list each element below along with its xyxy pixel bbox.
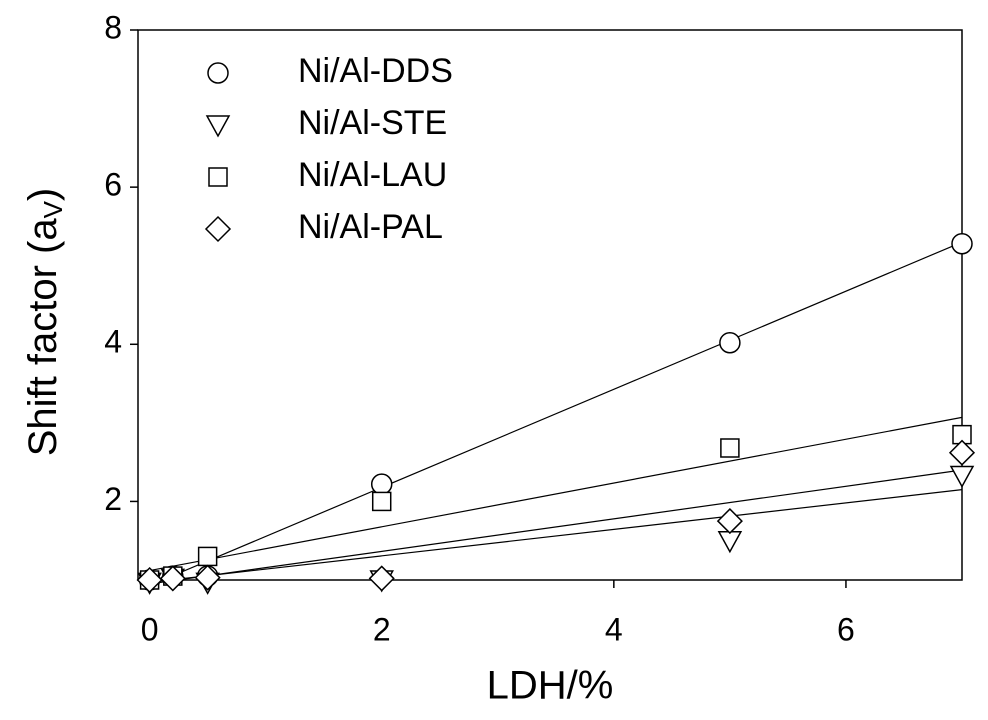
marker-triangle <box>205 115 231 138</box>
marker-diamond <box>716 508 743 535</box>
x-tick-label: 6 <box>837 611 855 647</box>
y-axis-label: Shift factor (aV) <box>21 188 68 457</box>
y-tick-label: 2 <box>104 481 122 517</box>
marker-triangle <box>717 530 743 554</box>
marker-circle <box>951 232 973 255</box>
y-tick-label: 8 <box>104 9 122 45</box>
marker-diamond <box>194 564 221 591</box>
fit-line <box>149 489 963 583</box>
x-tick-label: 4 <box>605 611 623 647</box>
marker-diamond <box>136 566 163 594</box>
marker-diamond <box>159 565 186 592</box>
marker-triangle <box>949 465 975 489</box>
y-axis-label-sub: V <box>38 200 68 218</box>
marker-square <box>208 167 228 187</box>
marker-circle <box>719 331 741 354</box>
marker-square <box>371 491 392 512</box>
fit-line <box>149 241 963 587</box>
legend-label: Ni/Al-LAU <box>298 156 447 194</box>
marker-diamond <box>948 439 976 466</box>
x-tick-label: 2 <box>373 611 391 647</box>
marker-diamond <box>204 215 232 243</box>
y-tick-label: 4 <box>104 324 122 360</box>
plot-frame <box>137 29 963 581</box>
fit-line <box>149 416 963 572</box>
marker-circle <box>207 62 229 84</box>
legend-label: Ni/Al-PAL <box>298 208 443 246</box>
y-axis-label-main: Shift factor (a <box>21 218 65 457</box>
marker-square <box>197 546 218 567</box>
y-axis-label-end: ) <box>21 188 65 201</box>
marker-circle <box>370 473 393 495</box>
marker-square <box>720 438 740 458</box>
fit-line <box>149 469 963 585</box>
legend-label: Ni/Al-DDS <box>298 52 453 90</box>
legend-label: Ni/Al-STE <box>298 104 447 142</box>
y-tick-label: 6 <box>104 167 122 203</box>
x-tick-label: 0 <box>141 611 159 647</box>
x-axis-label: LDH/% <box>487 664 614 708</box>
marker-diamond <box>368 565 395 592</box>
